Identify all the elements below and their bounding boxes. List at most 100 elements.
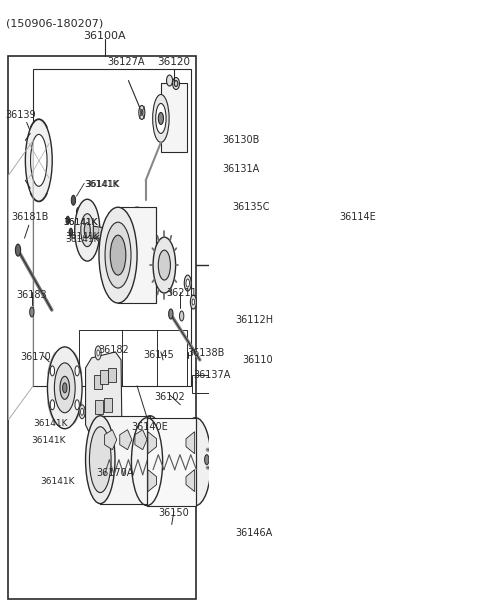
Text: 36145: 36145 <box>144 350 174 360</box>
Ellipse shape <box>31 134 47 186</box>
Text: 36130B: 36130B <box>223 136 260 145</box>
Circle shape <box>218 203 223 213</box>
Circle shape <box>75 400 79 410</box>
Ellipse shape <box>153 94 169 142</box>
Text: 36150: 36150 <box>158 508 189 517</box>
Text: 36211: 36211 <box>166 288 197 298</box>
Circle shape <box>186 279 190 287</box>
Bar <box>104 398 111 411</box>
Circle shape <box>71 195 75 205</box>
Bar <box>230 419 265 503</box>
Circle shape <box>139 105 145 120</box>
Polygon shape <box>323 250 330 310</box>
Bar <box>95 400 103 414</box>
Ellipse shape <box>85 416 115 503</box>
Circle shape <box>342 266 345 274</box>
Polygon shape <box>105 430 117 450</box>
Text: 36112H: 36112H <box>236 315 274 325</box>
Text: 36182: 36182 <box>98 345 129 355</box>
Circle shape <box>30 307 34 317</box>
Circle shape <box>192 299 195 305</box>
Circle shape <box>97 350 99 356</box>
Text: 36181B: 36181B <box>12 212 49 222</box>
Ellipse shape <box>60 376 70 399</box>
Polygon shape <box>265 340 324 370</box>
Bar <box>221 148 252 198</box>
Text: 36131A: 36131A <box>223 164 260 174</box>
Circle shape <box>168 309 173 319</box>
Text: 36141K: 36141K <box>85 180 120 189</box>
Text: 36141K: 36141K <box>66 232 100 241</box>
Circle shape <box>141 110 143 115</box>
Bar <box>192 375 212 393</box>
Text: 36120: 36120 <box>157 57 191 67</box>
Text: 36170A: 36170A <box>97 468 134 477</box>
Bar <box>94 375 102 389</box>
Circle shape <box>191 295 196 309</box>
Ellipse shape <box>260 446 271 477</box>
Circle shape <box>69 228 72 236</box>
Ellipse shape <box>81 408 84 415</box>
Text: 36141K: 36141K <box>63 218 98 227</box>
Circle shape <box>50 400 55 410</box>
Circle shape <box>312 346 321 366</box>
Ellipse shape <box>129 235 145 275</box>
Text: 36141K: 36141K <box>32 436 66 445</box>
Circle shape <box>75 366 79 376</box>
Polygon shape <box>135 430 147 450</box>
Ellipse shape <box>174 81 178 86</box>
Ellipse shape <box>84 223 90 238</box>
Circle shape <box>216 198 225 218</box>
Ellipse shape <box>81 214 94 246</box>
Text: 36138B: 36138B <box>188 348 225 358</box>
Ellipse shape <box>161 83 187 134</box>
Circle shape <box>76 207 81 217</box>
Circle shape <box>184 275 191 291</box>
Circle shape <box>180 311 184 321</box>
Ellipse shape <box>25 120 52 201</box>
Ellipse shape <box>62 383 67 393</box>
Bar <box>147 418 195 506</box>
Text: 36141K: 36141K <box>66 235 100 244</box>
Circle shape <box>66 216 70 224</box>
Bar <box>100 416 150 503</box>
Text: 36140E: 36140E <box>131 422 168 432</box>
Ellipse shape <box>124 222 150 288</box>
Polygon shape <box>120 430 132 450</box>
Bar <box>161 83 187 152</box>
Circle shape <box>271 346 280 366</box>
Text: 36141K: 36141K <box>40 477 75 486</box>
Bar <box>118 207 156 303</box>
Text: 36170: 36170 <box>20 352 51 362</box>
Circle shape <box>204 455 209 464</box>
Ellipse shape <box>284 247 306 309</box>
Ellipse shape <box>110 235 126 275</box>
Polygon shape <box>93 226 148 246</box>
Text: 36114E: 36114E <box>339 212 376 222</box>
Polygon shape <box>186 469 195 492</box>
Circle shape <box>50 366 55 376</box>
Ellipse shape <box>156 103 166 134</box>
Text: 36146A: 36146A <box>235 527 273 538</box>
Ellipse shape <box>139 427 161 493</box>
Circle shape <box>15 244 21 256</box>
Ellipse shape <box>278 228 312 328</box>
Text: 36135C: 36135C <box>232 202 270 213</box>
Polygon shape <box>148 469 156 492</box>
Bar <box>9 55 195 599</box>
Ellipse shape <box>118 207 156 303</box>
Text: 36100A: 36100A <box>84 31 126 41</box>
Text: 36141K: 36141K <box>63 218 98 227</box>
Ellipse shape <box>153 237 176 293</box>
Ellipse shape <box>158 250 170 280</box>
Ellipse shape <box>75 199 100 261</box>
Ellipse shape <box>99 207 137 303</box>
Text: (150906-180207): (150906-180207) <box>6 18 103 29</box>
Ellipse shape <box>173 78 180 89</box>
Text: 36141K: 36141K <box>84 180 119 189</box>
Ellipse shape <box>167 75 173 86</box>
Ellipse shape <box>48 347 82 429</box>
Polygon shape <box>216 205 227 260</box>
Ellipse shape <box>89 427 111 493</box>
Text: 36127A: 36127A <box>108 57 145 67</box>
